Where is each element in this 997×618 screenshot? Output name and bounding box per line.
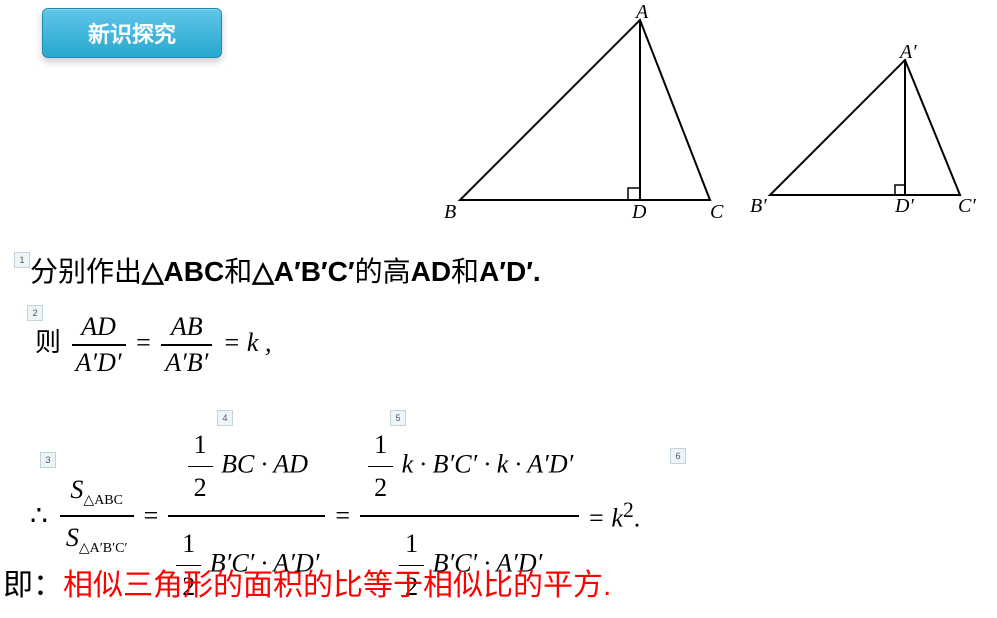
eq2-mid2-num: 1 2 k · B′C′ · k · A′D′ bbox=[360, 418, 579, 517]
l1-h2: A′D′. bbox=[479, 256, 541, 287]
eq2-eq-a: = bbox=[144, 501, 159, 531]
half-3: 1 2 bbox=[368, 424, 393, 509]
badge-text: 新识探究 bbox=[88, 17, 176, 49]
l1-tri2: △A′B′C′ bbox=[252, 256, 354, 287]
half-1: 1 2 bbox=[188, 424, 213, 509]
eq2-lhs-den: S△A′B′C′ bbox=[60, 517, 134, 563]
l1-mid3: 和 bbox=[451, 256, 479, 287]
eq2-s2: S bbox=[66, 523, 79, 552]
marker-2: 2 bbox=[27, 305, 43, 321]
eq2-period: . bbox=[634, 504, 641, 533]
eq1-f2-num: AB bbox=[161, 312, 212, 346]
marker-5: 5 bbox=[390, 410, 406, 426]
l1-mid1: 和 bbox=[224, 256, 252, 287]
l1-mid2: 的高 bbox=[355, 256, 411, 287]
eq2-lhs: S△ABC S△A′B′C′ bbox=[60, 469, 134, 563]
eq2-s2-sub: △A′B′C′ bbox=[79, 541, 128, 556]
eq2-rhs: = k2. bbox=[587, 498, 640, 534]
conclusion-text: 相似三角形的面积的比等于相似比的平方. bbox=[63, 569, 611, 602]
triangles-svg: A B C D A′ B′ C′ D′ bbox=[440, 0, 997, 220]
eq1-frac1: AD A′D′ bbox=[72, 312, 126, 378]
triangle-diagrams: A B C D A′ B′ C′ D′ bbox=[440, 0, 997, 225]
vertex-A: A bbox=[634, 1, 649, 23]
l1-tri1: △ABC bbox=[142, 256, 224, 287]
conclusion-line: 即：相似三角形的面积的比等于相似比的平方. bbox=[3, 560, 611, 604]
l1-prefix: 分别作出 bbox=[30, 256, 142, 287]
eq1-f1-num: AD bbox=[72, 312, 126, 346]
half1-n: 1 bbox=[188, 424, 213, 467]
half3-d: 2 bbox=[368, 467, 393, 509]
l1-h1: AD bbox=[411, 256, 451, 287]
eq2-m2n-rest: k · B′C′ · k · A′D′ bbox=[402, 449, 574, 478]
half1-d: 2 bbox=[188, 467, 213, 509]
vertex-D: D bbox=[631, 201, 647, 220]
marker-4: 4 bbox=[217, 410, 233, 426]
section-badge: 新识探究 bbox=[42, 8, 222, 58]
marker-3: 3 bbox=[40, 452, 56, 468]
eq2-eq-b: = bbox=[335, 501, 350, 531]
statement-line-1: 分别作出△ABC和△A′B′C′的高AD和A′D′. bbox=[30, 250, 541, 290]
eq1-eq1: = bbox=[136, 328, 157, 357]
eq1-f1-den: A′D′ bbox=[72, 346, 126, 378]
eq2-rhs-k: = k bbox=[587, 504, 623, 533]
vertex-D-prime: D′ bbox=[894, 195, 914, 217]
eq1-f2-den: A′B′ bbox=[161, 346, 212, 378]
vertex-C-prime: C′ bbox=[958, 195, 976, 217]
eq1-prefix: 则 bbox=[35, 328, 61, 357]
therefore-symbol: ∴ bbox=[30, 499, 48, 533]
marker-1: 1 bbox=[14, 252, 30, 268]
eq1-rhs: = k , bbox=[223, 328, 272, 357]
eq1-frac2: AB A′B′ bbox=[161, 312, 212, 378]
eq2-s1-sub: △ABC bbox=[83, 493, 123, 508]
eq2-mid1-num: 1 2 BC · AD bbox=[168, 418, 325, 517]
eq2-rhs-sup: 2 bbox=[623, 498, 634, 522]
vertex-B-prime: B′ bbox=[750, 195, 767, 217]
marker-6: 6 bbox=[670, 448, 686, 464]
eq2-lhs-num: S△ABC bbox=[60, 469, 134, 517]
conclusion-prefix: 即： bbox=[3, 569, 63, 602]
eq2-s1: S bbox=[70, 475, 83, 504]
eq2-m1n-rest: BC · AD bbox=[221, 449, 308, 478]
half3-n: 1 bbox=[368, 424, 393, 467]
vertex-C: C bbox=[710, 201, 724, 220]
vertex-A-prime: A′ bbox=[898, 41, 917, 63]
equation-1: 则 AD A′D′ = AB A′B′ = k , bbox=[35, 312, 271, 378]
vertex-B: B bbox=[444, 201, 456, 220]
